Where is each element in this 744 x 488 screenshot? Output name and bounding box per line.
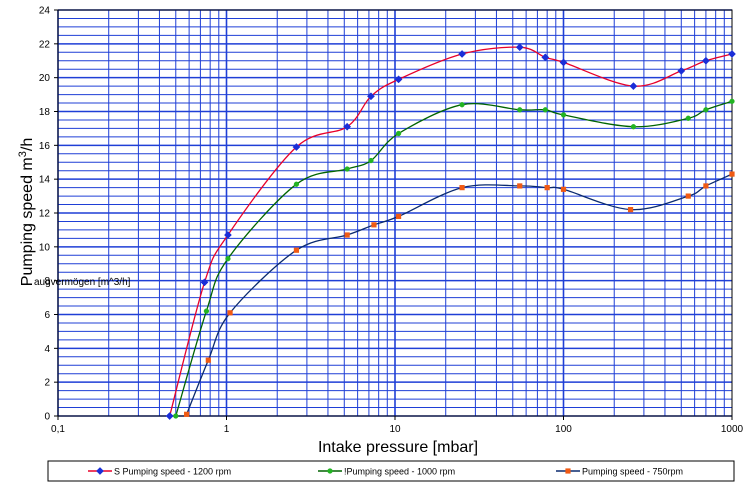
y-tick-label: 12 xyxy=(39,209,51,220)
data-point xyxy=(225,256,231,262)
x-tick-label: 100 xyxy=(555,424,572,435)
data-point xyxy=(458,50,467,58)
data-point xyxy=(371,222,377,228)
x-tick-label: 10 xyxy=(389,424,401,435)
data-point xyxy=(293,181,300,187)
data-point xyxy=(629,82,638,91)
data-point xyxy=(630,124,637,130)
data-point xyxy=(165,412,174,420)
series-line xyxy=(175,100,733,417)
x-axis-title: Intake pressure [mbar] xyxy=(318,439,478,456)
legend-entry: S Pumping speed - 1200 rpm xyxy=(88,467,231,477)
x-axis-ticks: 0,1 1 10 100 1000 xyxy=(51,416,744,435)
data-point xyxy=(559,58,568,67)
legend-label: Pumping speed - 750rpm xyxy=(582,467,683,477)
y-axis-title-superscript: 3 xyxy=(17,151,29,157)
y-tick-label: 2 xyxy=(44,378,50,389)
data-point xyxy=(223,231,232,239)
legend-marker xyxy=(96,467,104,475)
data-point xyxy=(515,43,524,52)
data-point xyxy=(395,213,402,219)
series-3 xyxy=(184,171,735,417)
data-point xyxy=(703,183,709,189)
data-point xyxy=(395,130,402,137)
x-tick-label: 0,1 xyxy=(51,424,65,435)
y-tick-label: 10 xyxy=(39,242,51,253)
data-point xyxy=(729,171,735,177)
data-point xyxy=(560,186,567,192)
y-tick-label: 14 xyxy=(39,175,51,186)
data-point xyxy=(184,411,190,417)
legend-marker xyxy=(565,468,571,474)
data-point xyxy=(541,53,550,62)
data-point xyxy=(677,66,686,75)
data-point xyxy=(544,185,550,191)
y-tick-label: 8 xyxy=(44,276,50,287)
x-tick-label: 1000 xyxy=(721,424,744,435)
data-point xyxy=(394,75,403,84)
data-point xyxy=(343,122,352,131)
y-tick-label: 24 xyxy=(39,6,51,17)
data-point xyxy=(173,413,179,419)
y-tick-label: 18 xyxy=(39,107,51,118)
data-point xyxy=(200,278,209,287)
legend-box xyxy=(47,460,735,482)
legend: S Pumping speed - 1200 rpm !Pumping speed… xyxy=(88,467,683,477)
data-point xyxy=(685,193,691,199)
data-point xyxy=(560,112,567,118)
data-point xyxy=(728,50,736,58)
y-tick-label: 0 xyxy=(44,412,50,423)
data-point xyxy=(203,308,210,314)
legend-label: !Pumping speed - 1000 rpm xyxy=(344,467,455,477)
data-point xyxy=(517,183,523,189)
y-tick-label: 6 xyxy=(44,310,50,321)
y-tick-label: 22 xyxy=(39,39,51,50)
data-point xyxy=(542,107,548,113)
series-line xyxy=(169,46,733,417)
series-2 xyxy=(173,98,735,419)
data-point xyxy=(517,107,523,113)
y-tick-label: 16 xyxy=(39,141,51,152)
data-point xyxy=(344,232,350,238)
data-point xyxy=(627,207,634,213)
data-point xyxy=(293,247,300,253)
data-point xyxy=(292,143,301,151)
y-tick-label: 20 xyxy=(39,73,51,84)
data-point xyxy=(459,185,465,191)
data-point xyxy=(344,166,350,172)
series-1 xyxy=(165,43,736,420)
data-point xyxy=(701,56,710,65)
legend-entry: !Pumping speed - 1000 rpm xyxy=(318,467,455,477)
overlay-label: augvermögen [m^3/h] xyxy=(34,277,131,288)
y-axis-title: Pumping speed m3/h xyxy=(17,138,36,286)
series-layer xyxy=(165,43,736,420)
data-point xyxy=(459,102,465,108)
y-axis-title-main: Pumping speed m xyxy=(19,157,36,286)
data-point xyxy=(205,357,211,363)
data-point xyxy=(685,115,691,121)
legend-entry: Pumping speed - 750rpm xyxy=(556,467,683,477)
legend-label: S Pumping speed - 1200 rpm xyxy=(114,467,231,477)
legend-marker xyxy=(327,468,333,474)
y-axis-title-tail: /h xyxy=(19,138,36,151)
data-point xyxy=(227,310,233,316)
x-tick-label: 1 xyxy=(224,424,230,435)
data-point xyxy=(367,92,375,101)
data-point xyxy=(703,107,709,113)
data-point xyxy=(368,157,374,164)
data-point xyxy=(729,98,735,104)
y-tick-label: 4 xyxy=(44,344,50,355)
